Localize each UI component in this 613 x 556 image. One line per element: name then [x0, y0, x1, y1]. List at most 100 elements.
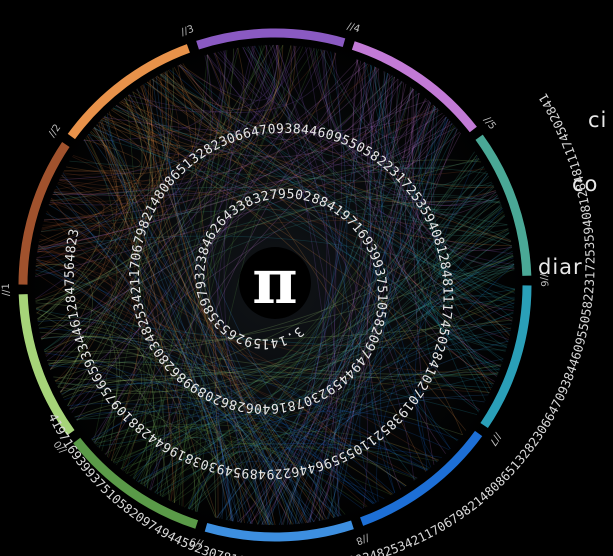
chord-line	[337, 126, 456, 517]
chord-line	[242, 46, 376, 136]
chord-line	[46, 210, 393, 495]
chord-line	[45, 213, 232, 521]
chord-line	[64, 383, 378, 503]
chord-line	[140, 232, 510, 485]
chord-line	[41, 73, 180, 229]
chord-line	[219, 106, 437, 519]
chord-line	[318, 254, 514, 521]
chord-line	[52, 118, 148, 196]
chord-line	[351, 66, 390, 160]
chord-line	[315, 48, 499, 211]
chord-line	[38, 199, 105, 247]
chord-line	[138, 443, 442, 483]
chord-line	[35, 127, 457, 278]
chord-line	[309, 47, 461, 169]
chord-line	[366, 76, 427, 172]
chord-line	[54, 365, 196, 512]
chord-line	[93, 403, 303, 524]
chord-line	[95, 99, 179, 159]
chord-line	[35, 47, 309, 300]
chord-line	[59, 155, 142, 188]
chord-line	[62, 172, 428, 472]
chord-line	[384, 74, 451, 171]
chord-line	[162, 87, 412, 498]
chord-line	[133, 46, 304, 480]
chord-line	[104, 115, 159, 495]
chord-line	[178, 45, 292, 129]
chord-line	[330, 229, 509, 518]
outer-ring	[18, 28, 532, 542]
chord-line	[282, 232, 510, 525]
chord-line	[35, 167, 488, 276]
chord-line	[266, 396, 485, 525]
chord-line	[359, 62, 509, 341]
chord-line	[120, 105, 436, 469]
chord-line	[155, 76, 315, 523]
chord-line	[47, 360, 463, 436]
chord-line	[94, 151, 475, 444]
segment-label-9: //9	[189, 535, 205, 549]
chord-line	[149, 191, 497, 491]
chord-line	[146, 54, 232, 134]
chord-line	[67, 91, 153, 406]
chord-line	[159, 74, 515, 305]
chord-line	[115, 88, 415, 158]
chord-line	[171, 268, 515, 503]
chord-line	[446, 206, 506, 256]
chord-line	[100, 120, 218, 518]
chord-line	[35, 302, 292, 525]
chord-line	[44, 352, 375, 504]
chord-line	[163, 45, 296, 124]
chord-line	[48, 361, 478, 415]
chord-line	[37, 224, 117, 248]
chord-line	[36, 259, 513, 347]
chord-line	[114, 105, 513, 319]
chord-line	[41, 335, 243, 523]
chord-line	[36, 86, 150, 314]
chord-line	[247, 46, 508, 228]
chord-line	[118, 52, 231, 141]
chord-line	[36, 49, 325, 259]
chord-line	[430, 105, 498, 376]
side-text-line-2: co	[572, 172, 599, 196]
chord-line	[411, 88, 498, 377]
chord-line	[196, 438, 324, 521]
chord-line	[392, 83, 447, 172]
chord-line	[102, 117, 510, 336]
chord-line	[110, 45, 280, 156]
chord-line	[165, 71, 272, 526]
chord-line	[36, 260, 418, 479]
chord-line	[61, 170, 126, 176]
chord-line	[156, 44, 280, 111]
chord-line	[50, 199, 368, 507]
chord-line	[132, 417, 394, 494]
chord-line	[76, 264, 515, 420]
chord-line	[364, 62, 497, 206]
chord-line	[257, 170, 487, 525]
chord-line	[126, 425, 271, 526]
chord-line	[258, 45, 515, 268]
pi-symbol: π	[252, 245, 297, 318]
chord-line	[37, 135, 147, 251]
chord-line	[436, 250, 513, 347]
chord-line	[409, 116, 514, 309]
chord-line	[50, 198, 499, 374]
chord-line	[161, 52, 337, 147]
chord-line	[430, 210, 507, 348]
chord-line	[54, 45, 268, 191]
chord-line	[38, 245, 184, 507]
chord-line	[187, 410, 459, 509]
chord-line	[76, 264, 515, 420]
chord-line	[35, 158, 480, 302]
ring-segment-8	[204, 520, 354, 542]
chord-line	[50, 127, 118, 370]
chord-line	[106, 113, 512, 247]
chord-line	[184, 154, 478, 508]
chord-line	[37, 317, 155, 487]
chord-line	[143, 83, 340, 517]
chord-line	[323, 50, 484, 192]
chord-line	[424, 106, 449, 174]
chord-line	[310, 47, 496, 203]
chord-line	[69, 160, 494, 187]
chord-line	[178, 48, 316, 506]
